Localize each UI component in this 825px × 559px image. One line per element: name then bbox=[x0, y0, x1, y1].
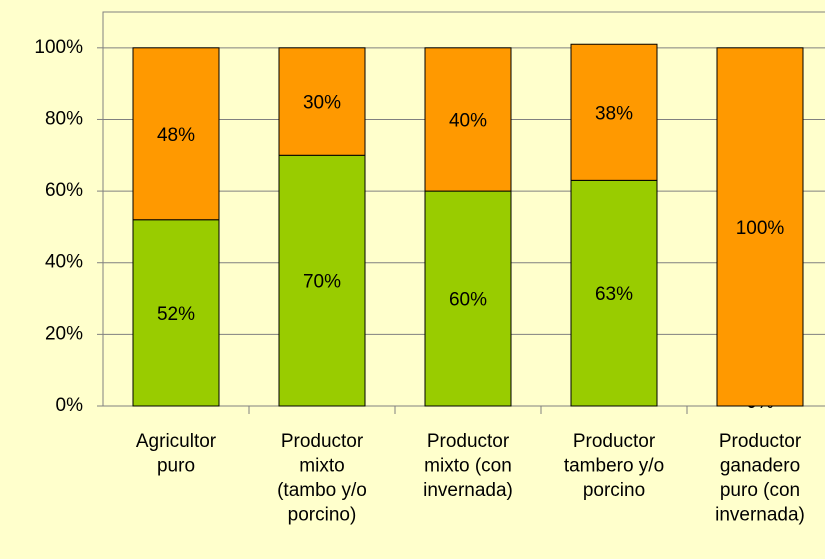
x-tick-label: Productor ganadero puro (con invernada) bbox=[715, 431, 805, 526]
bar-segment bbox=[570, 179, 658, 407]
y-tick-label: 60% bbox=[45, 180, 83, 201]
y-tick-label: 100% bbox=[34, 37, 83, 58]
bar-segment bbox=[424, 190, 512, 407]
value-label: 30% bbox=[303, 93, 341, 114]
value-label: 70% bbox=[303, 272, 341, 293]
value-label: 60% bbox=[449, 290, 487, 311]
y-tick-label: 20% bbox=[45, 323, 83, 344]
bar-segment bbox=[278, 154, 366, 407]
x-tick-label-line: ganadero bbox=[720, 456, 800, 477]
x-tick-label: Productor mixto (con invernada) bbox=[423, 431, 513, 501]
x-tick-label-line: invernada) bbox=[423, 480, 513, 501]
value-label: 52% bbox=[157, 304, 195, 325]
bar-segment bbox=[716, 47, 804, 407]
x-tick-label-line: puro bbox=[157, 456, 195, 477]
x-tick-label-line: (tambo y/o bbox=[277, 480, 367, 501]
bar-segment bbox=[132, 219, 220, 407]
value-label: 100% bbox=[736, 218, 785, 239]
x-tick-label-line: tambero y/o bbox=[564, 456, 664, 477]
bar-segment bbox=[132, 47, 220, 221]
x-tick-label-line: Agricultor bbox=[136, 431, 217, 452]
x-tick-label: Productor tambero y/o porcino bbox=[564, 431, 664, 501]
value-label: 48% bbox=[157, 125, 195, 146]
x-tick-label-line: porcino bbox=[583, 480, 645, 501]
y-tick-label: 0% bbox=[56, 395, 84, 416]
y-tick-label: 40% bbox=[45, 252, 83, 273]
y-tick-label: 80% bbox=[45, 108, 83, 129]
x-tick-label-line: mixto bbox=[299, 456, 344, 477]
x-tick-label: Productor mixto (tambo y/o porcino) bbox=[277, 431, 367, 526]
x-tick-label-line: invernada) bbox=[715, 505, 805, 526]
x-tick-label-line: puro (con bbox=[720, 480, 800, 501]
x-tick-label-line: Productor bbox=[281, 431, 364, 452]
x-tick-label-line: mixto (con bbox=[424, 456, 512, 477]
bar-segment bbox=[278, 47, 366, 156]
value-label: 38% bbox=[595, 103, 633, 124]
bar-segment bbox=[570, 43, 658, 181]
bar-segment bbox=[424, 47, 512, 192]
x-tick-label: Agricultor puro bbox=[136, 431, 217, 477]
x-tick-label-line: porcino) bbox=[288, 505, 357, 526]
x-tick-label-line: Productor bbox=[427, 431, 510, 452]
value-label: 63% bbox=[595, 284, 633, 305]
x-tick-label-line: Productor bbox=[573, 431, 656, 452]
value-label: 40% bbox=[449, 110, 487, 131]
x-tick-label-line: Productor bbox=[719, 431, 802, 452]
